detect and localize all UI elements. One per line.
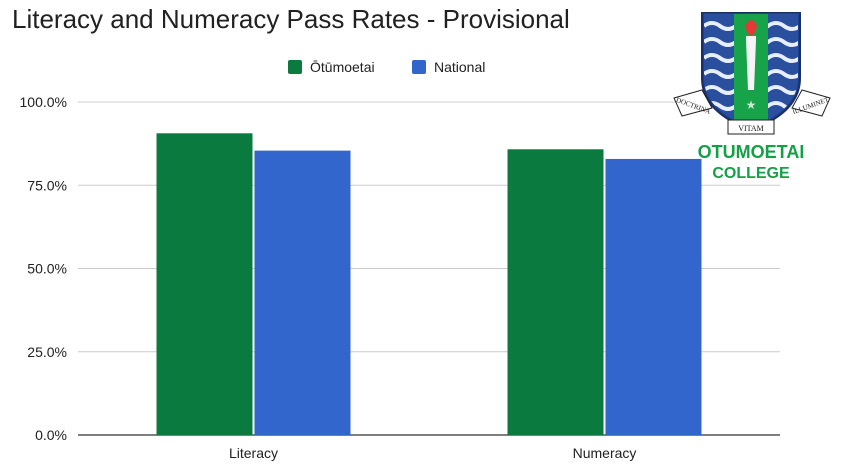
star-icon: ★ — [746, 98, 757, 112]
torch-icon — [746, 40, 756, 90]
flame-icon — [745, 20, 757, 36]
y-tick-label: 25.0% — [27, 344, 67, 360]
legend-label: Ōtūmoetai — [310, 59, 375, 75]
bar-literacy-1 — [254, 150, 351, 436]
x-axis-ticks: Literacy Numeracy — [229, 445, 636, 461]
y-axis-ticks: 0.0% 25.0% 50.0% 75.0% 100.0% — [20, 94, 67, 443]
bars — [156, 133, 702, 436]
bar-numeracy-1 — [605, 158, 702, 435]
y-tick-label: 100.0% — [20, 94, 67, 110]
y-tick-label: 75.0% — [27, 177, 67, 193]
chart-title: Literacy and Numeracy Pass Rates - Provi… — [12, 4, 570, 34]
motto-center: VITAM — [738, 124, 764, 133]
bar-numeracy-0 — [507, 149, 604, 435]
logo-name-line1: OTUMOETAI — [698, 142, 805, 162]
legend-swatch — [412, 60, 426, 74]
legend-swatch — [288, 60, 302, 74]
legend: Ōtūmoetai National — [288, 59, 485, 75]
x-tick-label: Numeracy — [573, 445, 637, 461]
college-logo: ★ DOCTRINA VITAM ILLUMINET OTUMOETAI COL… — [673, 12, 831, 182]
bar-literacy-0 — [156, 133, 253, 435]
y-tick-label: 0.0% — [35, 427, 67, 443]
legend-label: National — [434, 59, 485, 75]
x-tick-label: Literacy — [229, 445, 278, 461]
y-tick-label: 50.0% — [27, 261, 67, 277]
logo-name-line2: COLLEGE — [712, 165, 790, 182]
